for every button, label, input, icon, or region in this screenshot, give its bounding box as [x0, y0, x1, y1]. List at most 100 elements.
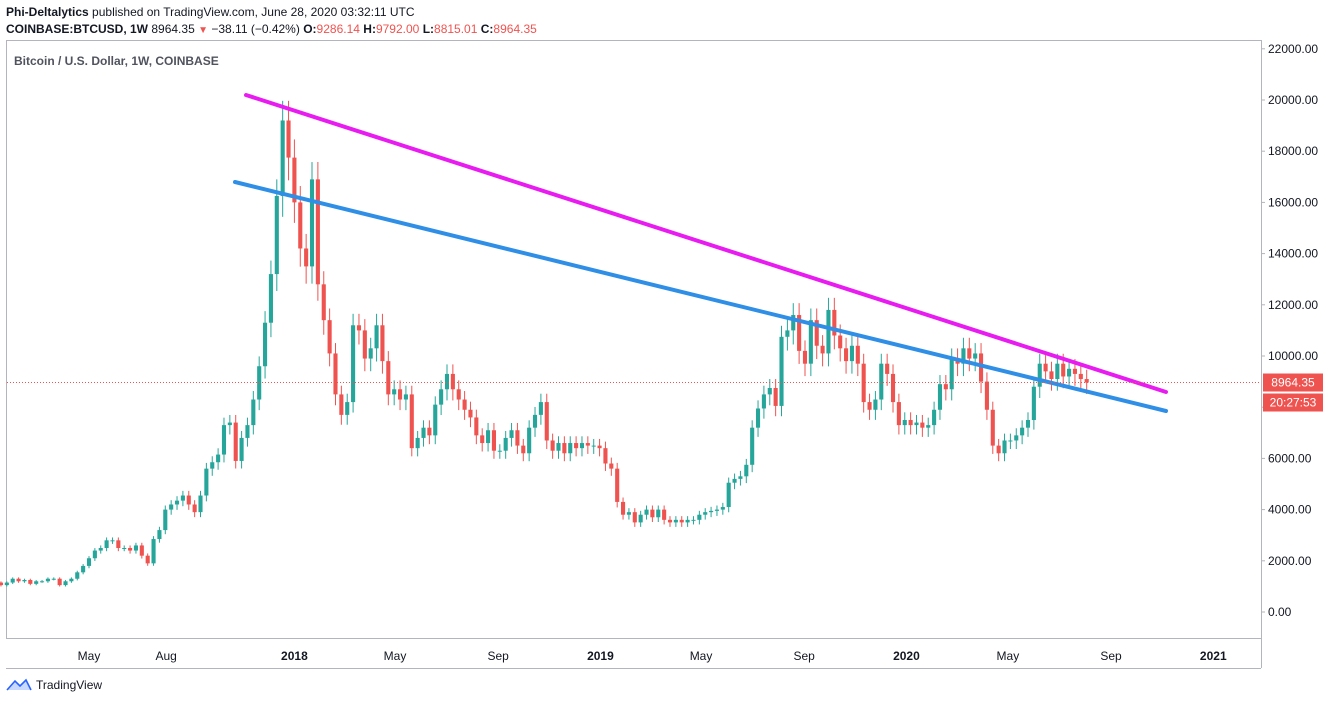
candle-body [908, 420, 913, 426]
candle-body [755, 408, 761, 428]
candle-body [392, 389, 397, 395]
candle-body [22, 580, 27, 582]
author-name[interactable]: Phi-Deltalytics [6, 5, 89, 19]
candle-body [849, 345, 854, 362]
price-axis[interactable]: 22000.00 20000.00 18000.00 16000.00 14000.00… [1261, 42, 1318, 619]
candle-body [309, 179, 315, 267]
candle-body [697, 514, 702, 520]
tradingview-logo[interactable]: TradingView [6, 678, 102, 692]
symbol-label: COINBASE:BTCUSD, 1W [6, 22, 149, 36]
candle-body [515, 430, 520, 446]
time-tick-label: Aug [155, 649, 176, 663]
candle-body [268, 274, 273, 323]
candle-body [932, 409, 937, 426]
candle-body [415, 437, 420, 449]
candle-body [568, 443, 573, 454]
candle-body [0, 582, 4, 586]
time-tick-label: 2021 [1200, 649, 1227, 663]
candle-body [368, 348, 373, 359]
candle-body [556, 443, 561, 451]
candle-body [879, 363, 884, 400]
time-tick-label: May [997, 649, 1020, 663]
tradingview-cloud-icon [6, 678, 32, 691]
candle-body [292, 157, 297, 203]
time-tick-label: May [690, 649, 713, 663]
candle-body [949, 358, 954, 390]
countdown-tag [1263, 393, 1323, 412]
candle-body [139, 545, 144, 556]
candle-body [1031, 386, 1036, 420]
candle-body [386, 361, 391, 395]
candle-body [104, 540, 109, 548]
candle-body [468, 409, 473, 418]
candle-body [703, 512, 708, 515]
candle-body [621, 501, 626, 515]
time-axis[interactable]: May Aug 2018 May Sep 2019 May Sep 2020 May Sep 2021 [78, 649, 1227, 663]
candle-body [808, 320, 813, 364]
ohlc-legend: COINBASE:BTCUSD, 1W 8964.35 ▼ −38.11 (−0… [6, 22, 537, 36]
candle-body [210, 462, 215, 469]
candles-group [0, 100, 1089, 587]
candle-body [861, 363, 866, 403]
candle-body [327, 320, 332, 354]
candle-body [773, 388, 778, 406]
price-tick-label: 10000.00 [1268, 349, 1318, 363]
candle-body [574, 443, 579, 449]
candle-body [902, 420, 907, 426]
candle-body [1025, 420, 1031, 428]
last-price-layer: 8964.35 20:27:53 [7, 373, 1323, 412]
time-tick-label: May [78, 649, 101, 663]
candle-body [28, 580, 33, 584]
candle-body [333, 353, 338, 395]
candle-body [797, 315, 802, 351]
resistance-trendline-lower[interactable] [233, 180, 1168, 413]
candle-body [750, 427, 755, 465]
candle-body [615, 468, 620, 502]
candle-body [128, 548, 133, 551]
candle-body [1078, 373, 1083, 380]
price-tick-label: 18000.00 [1268, 144, 1318, 158]
close-value: 8964.35 [493, 22, 537, 36]
candle-body [421, 427, 426, 438]
candle-body [826, 309, 831, 354]
candle-body [1049, 371, 1054, 380]
candle-body [110, 540, 115, 542]
candle-body [57, 578, 62, 586]
candle-body [263, 322, 268, 367]
candle-body [532, 414, 538, 428]
candle-body [239, 437, 244, 461]
candle-body [186, 495, 191, 505]
price-tick-label: 22000.00 [1268, 42, 1318, 56]
time-tick-label: Sep [487, 649, 509, 663]
trendlines-group [233, 93, 1168, 413]
candle-body [838, 335, 843, 349]
candle-body [151, 539, 156, 564]
candle-body [63, 581, 68, 586]
candle-body [439, 389, 444, 405]
candle-body [585, 443, 590, 446]
candle-body [761, 394, 766, 409]
last-price-tag-label: 8964.35 [1271, 376, 1315, 390]
time-tick-label: 2018 [281, 649, 308, 663]
price-tick-label: 12000.00 [1268, 298, 1318, 312]
candle-body [937, 384, 943, 410]
candle-body [632, 512, 637, 523]
candle-body [427, 427, 432, 436]
publish-date: published on TradingView.com, June 28, 2… [92, 5, 415, 19]
candle-body [832, 309, 837, 336]
time-tick-label: Sep [1100, 649, 1122, 663]
candle-body [791, 315, 796, 331]
candle-body [339, 394, 344, 415]
candle-body [1043, 363, 1048, 372]
candle-body [1072, 368, 1078, 374]
candle-body [450, 373, 455, 390]
candle-body [280, 120, 285, 196]
candle-body [315, 179, 320, 285]
candle-body [145, 555, 150, 564]
resistance-trendline-upper[interactable] [244, 93, 1168, 394]
candle-body [81, 565, 86, 573]
down-arrow-icon: ▼ [198, 25, 208, 36]
candle-body [221, 425, 227, 455]
candle-body [245, 425, 250, 438]
